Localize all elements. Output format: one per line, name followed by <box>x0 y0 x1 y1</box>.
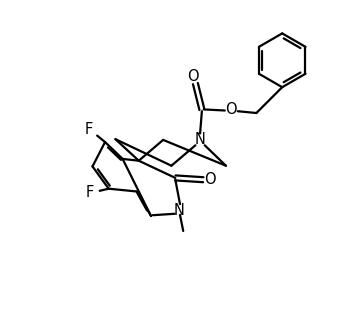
Text: F: F <box>85 122 93 137</box>
Text: N: N <box>174 203 184 218</box>
Text: O: O <box>187 69 198 84</box>
Text: O: O <box>204 172 216 187</box>
Text: F: F <box>86 186 94 201</box>
Text: N: N <box>195 132 206 148</box>
Text: O: O <box>225 102 237 117</box>
